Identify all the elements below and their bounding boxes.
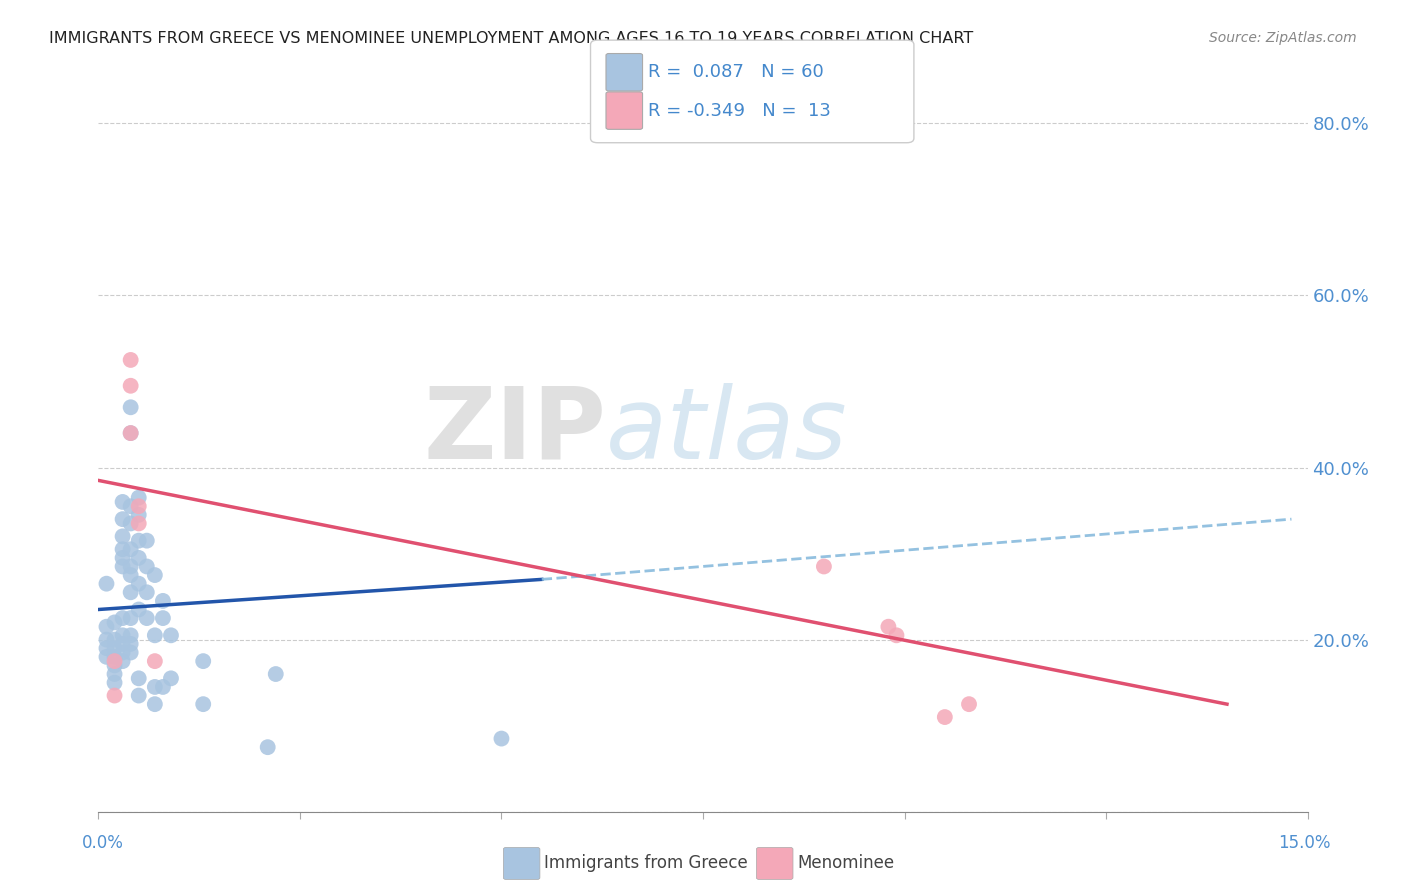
Point: [193, 697, 215, 711]
Point: [128, 533, 150, 548]
Point: [96, 632, 118, 647]
Text: Immigrants from Greece: Immigrants from Greece: [544, 855, 748, 872]
Point: [128, 491, 150, 505]
Point: [111, 646, 134, 660]
Point: [128, 500, 150, 514]
Point: [143, 654, 166, 668]
Point: [128, 671, 150, 685]
Point: [957, 697, 980, 711]
Point: [128, 516, 150, 531]
Point: [135, 559, 157, 574]
Point: [111, 559, 134, 574]
Point: [160, 671, 183, 685]
Point: [264, 667, 287, 681]
Point: [103, 675, 125, 690]
Point: [128, 689, 150, 703]
Point: [152, 611, 174, 625]
Point: [143, 680, 166, 694]
Point: [120, 585, 142, 599]
Point: [120, 426, 142, 441]
Point: [103, 654, 125, 668]
Point: [143, 568, 166, 582]
Point: [111, 550, 134, 565]
Point: [111, 512, 134, 526]
Point: [96, 576, 118, 591]
Text: Source: ZipAtlas.com: Source: ZipAtlas.com: [1209, 31, 1357, 45]
Point: [128, 576, 150, 591]
Point: [120, 646, 142, 660]
Point: [120, 516, 142, 531]
Point: [193, 654, 215, 668]
Text: 0.0%: 0.0%: [82, 834, 124, 852]
Point: [886, 628, 908, 642]
Point: [877, 620, 900, 634]
Point: [111, 529, 134, 543]
Point: [256, 740, 278, 755]
Point: [120, 628, 142, 642]
Point: [152, 680, 174, 694]
Point: [143, 628, 166, 642]
Point: [120, 378, 142, 392]
Point: [103, 667, 125, 681]
Point: [103, 689, 125, 703]
Point: [103, 632, 125, 647]
Point: [96, 649, 118, 664]
Point: [103, 658, 125, 673]
Text: ZIP: ZIP: [423, 383, 606, 480]
Text: R = -0.349   N =  13: R = -0.349 N = 13: [648, 102, 831, 120]
Point: [120, 401, 142, 415]
Text: IMMIGRANTS FROM GREECE VS MENOMINEE UNEMPLOYMENT AMONG AGES 16 TO 19 YEARS CORRE: IMMIGRANTS FROM GREECE VS MENOMINEE UNEM…: [49, 31, 973, 46]
Point: [813, 559, 835, 574]
Point: [120, 353, 142, 368]
Text: 15.0%: 15.0%: [1278, 834, 1331, 852]
Point: [128, 550, 150, 565]
Point: [120, 559, 142, 574]
Point: [111, 542, 134, 557]
Point: [111, 495, 134, 509]
Text: atlas: atlas: [606, 383, 848, 480]
Point: [120, 500, 142, 514]
Point: [120, 568, 142, 582]
Point: [103, 615, 125, 630]
Point: [103, 641, 125, 656]
Point: [120, 426, 142, 441]
Point: [103, 649, 125, 664]
Point: [120, 542, 142, 557]
Point: [111, 628, 134, 642]
Text: Menominee: Menominee: [797, 855, 894, 872]
Point: [160, 628, 183, 642]
Point: [135, 533, 157, 548]
Point: [96, 620, 118, 634]
Point: [934, 710, 956, 724]
Point: [128, 602, 150, 616]
Point: [152, 594, 174, 608]
Point: [120, 611, 142, 625]
Point: [111, 611, 134, 625]
Point: [120, 637, 142, 651]
Point: [491, 731, 513, 746]
Point: [135, 611, 157, 625]
Point: [111, 654, 134, 668]
Text: R =  0.087   N = 60: R = 0.087 N = 60: [648, 63, 824, 81]
Point: [128, 508, 150, 522]
Point: [143, 697, 166, 711]
Point: [111, 637, 134, 651]
Point: [96, 641, 118, 656]
Point: [135, 585, 157, 599]
